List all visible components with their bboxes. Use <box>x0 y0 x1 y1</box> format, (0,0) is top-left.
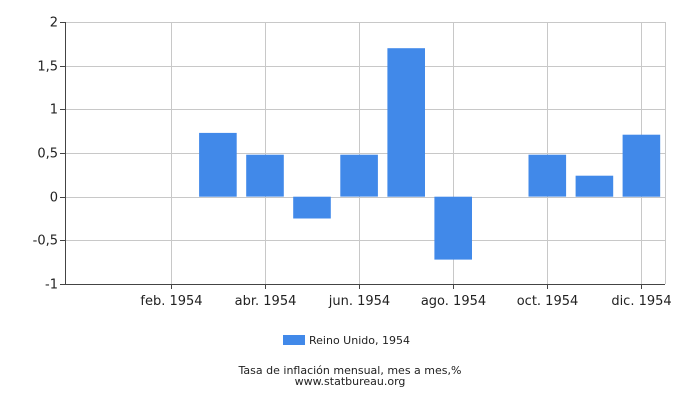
y-tick-label: 0 <box>50 191 58 206</box>
bar <box>434 196 472 260</box>
x-tick-label: dic. 1954 <box>611 294 671 309</box>
bar <box>293 196 331 219</box>
x-tick-label: feb. 1954 <box>140 294 202 309</box>
labels-layer: 2 1,5 1 0,5 0 -0,5 -1 feb. 1954 abr. 1954 jun. 19… <box>33 16 672 310</box>
bar <box>622 134 661 197</box>
x-tick-label: oct. 1954 <box>517 294 579 309</box>
x-tick-label: jun. 1954 <box>328 294 390 309</box>
y-tick-label: 2 <box>50 16 58 31</box>
chart-title: Tasa de inflación mensual, mes a mes,% <box>238 364 462 377</box>
legend: Reino Unido, 1954 <box>283 334 410 347</box>
bar <box>340 154 378 197</box>
x-tick-label: ago. 1954 <box>421 294 486 309</box>
y-tick-label: 1 <box>50 103 58 118</box>
bar <box>199 132 237 197</box>
bar <box>575 175 614 197</box>
axes-layer <box>60 22 665 289</box>
y-tick-label: 0,5 <box>37 147 58 162</box>
grid-layer <box>65 22 666 285</box>
x-tick-label: abr. 1954 <box>235 294 297 309</box>
bar <box>528 154 567 197</box>
bar <box>246 154 284 197</box>
source-credit: www.statbureau.org <box>295 375 406 388</box>
bars-layer <box>199 48 661 260</box>
y-tick-label: -0,5 <box>33 234 58 249</box>
bar <box>387 48 425 197</box>
y-tick-label: 1,5 <box>37 60 58 75</box>
legend-label: Reino Unido, 1954 <box>309 334 410 347</box>
legend-swatch <box>283 335 305 345</box>
y-tick-label: -1 <box>45 278 58 293</box>
